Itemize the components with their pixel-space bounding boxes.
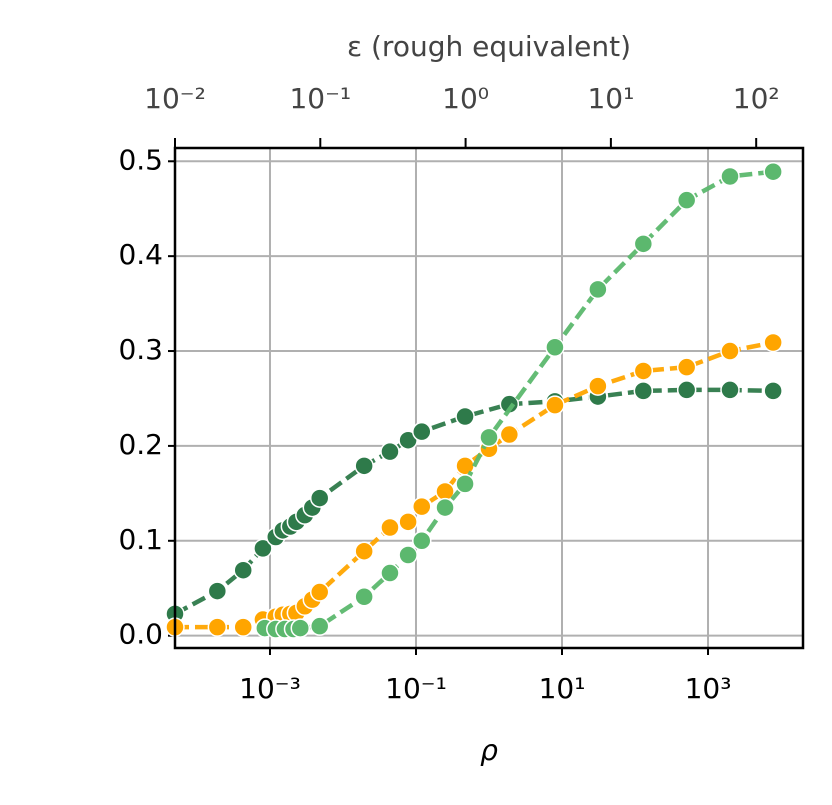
data-point <box>455 406 475 427</box>
data-point <box>633 361 654 381</box>
data-point <box>633 234 654 254</box>
data-point <box>412 496 432 517</box>
data-point <box>435 497 455 518</box>
data-point <box>380 441 400 462</box>
data-point <box>763 161 783 182</box>
x2-tick-label: 10⁻² <box>144 82 206 115</box>
data-point <box>676 357 697 377</box>
y-tick-label: 0.0 <box>118 618 163 651</box>
y-tick-label: 0.2 <box>118 428 163 461</box>
data-point <box>207 617 228 637</box>
data-point <box>412 421 432 442</box>
data-point <box>633 381 654 401</box>
data-point <box>398 545 418 565</box>
x-tick-label: 10¹ <box>539 672 586 705</box>
x2-tick-label: 10⁰ <box>442 82 489 115</box>
data-point <box>720 380 740 400</box>
data-point <box>763 381 783 401</box>
y-tick-label: 0.4 <box>118 238 163 271</box>
data-point <box>720 166 740 187</box>
data-point <box>588 279 608 300</box>
data-point <box>479 427 499 448</box>
data-point <box>354 541 374 561</box>
data-point <box>455 474 475 494</box>
data-point <box>720 341 740 361</box>
x-axis-label: ρ <box>480 734 498 767</box>
x-tick-label: 10³ <box>685 672 732 705</box>
data-point <box>233 560 253 580</box>
x2-tick-label: 10⁻¹ <box>289 82 351 115</box>
y-tick-label: 0.1 <box>118 523 163 556</box>
data-point <box>309 616 330 636</box>
data-point <box>676 380 697 400</box>
x-tick-label: 10⁻¹ <box>385 672 447 705</box>
data-point <box>763 332 783 353</box>
x2-axis-label: ε (rough equivalent) <box>347 30 631 63</box>
data-point <box>354 456 374 476</box>
data-point <box>380 517 400 538</box>
data-point <box>398 512 418 532</box>
data-point <box>499 424 520 445</box>
data-point <box>354 587 374 607</box>
x2-tick-label: 10¹ <box>587 82 634 115</box>
data-point <box>588 376 608 396</box>
data-point <box>309 582 330 602</box>
data-point <box>545 337 565 357</box>
data-point <box>412 531 432 551</box>
x-tick-label: 10⁻³ <box>239 672 301 705</box>
data-point <box>290 618 311 638</box>
data-point <box>380 563 400 583</box>
data-point <box>676 190 697 210</box>
data-point <box>207 581 228 601</box>
y-tick-label: 0.3 <box>118 333 163 366</box>
data-point <box>309 488 330 508</box>
x2-tick-label: 10² <box>733 82 780 115</box>
y-tick-label: 0.5 <box>118 143 163 176</box>
plot-frame <box>173 146 805 650</box>
data-point <box>545 395 565 415</box>
data-point <box>233 617 253 637</box>
data-point <box>253 538 273 559</box>
